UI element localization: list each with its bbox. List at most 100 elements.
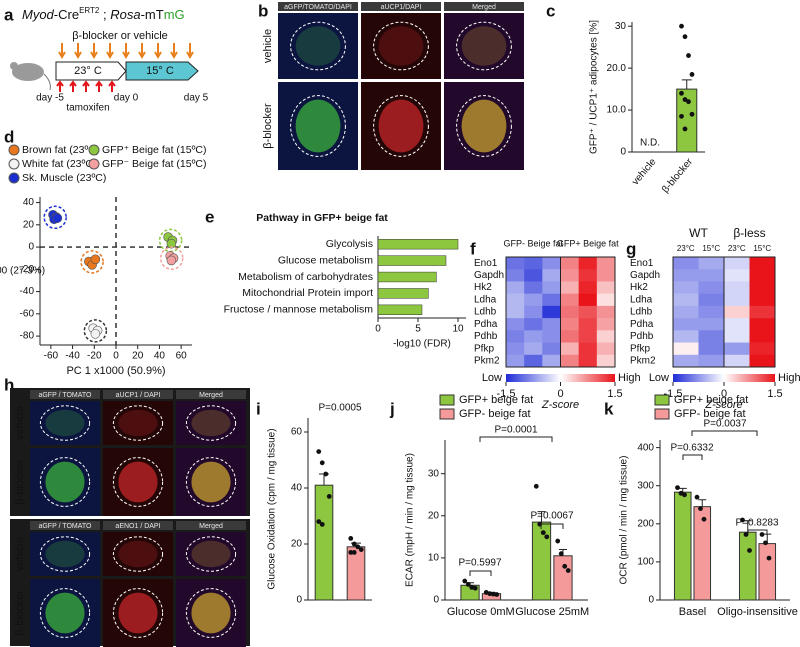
error-bar [678,487,687,493]
legend-label: GFP⁻ Beige fat (15ºC) [102,158,207,170]
heat-cell [673,281,699,294]
bar [553,555,573,601]
legend-label: Brown fat (23ºC) [22,144,99,156]
heat-cell [578,305,598,319]
bar [377,255,447,266]
genotype-part: ERT2 [79,6,100,15]
legend-marker [8,158,20,170]
data-point [686,99,691,105]
heat-cell [560,330,579,343]
heat-cell [542,281,561,294]
tissue-outline [373,95,429,157]
tamoxifen-arrow [56,80,64,92]
tissue-outline [39,405,91,441]
y-tick-label: 20 [291,539,303,550]
column-label: 15°C [702,244,720,253]
cluster-outline [80,250,104,274]
heat-cell [749,342,776,356]
error-bar [537,511,546,523]
column-label: 23°C [677,244,695,253]
data-point [675,485,680,491]
heat-cell [524,354,543,368]
heat-cell [749,354,776,368]
data-point [316,519,322,524]
group-label: WT [689,226,708,240]
row-label: Pfkp [474,343,494,354]
error-bar [698,499,707,507]
micrograph [30,532,100,576]
data-point [462,578,468,584]
data-point [52,213,63,223]
heat-cell [506,305,525,319]
tissue-outline [290,95,346,157]
micrograph [361,13,441,79]
data-point [348,536,354,541]
heat-cell [596,330,616,343]
legend-label: GFP- beige fat [459,408,531,420]
heat-cell [560,305,579,319]
y-tick-label: 400 [637,442,654,453]
heat-cell [596,269,616,282]
heat-cell [673,318,699,331]
y-tick-label: 0 [648,595,654,606]
heat-cell [524,305,543,319]
heat-cell [749,318,776,331]
cluster-outline [83,319,108,343]
data-point [682,126,688,132]
treatment-arrow [186,43,194,59]
annotation: P=0.0001 [494,425,538,436]
significance-bracket [469,570,492,576]
x-tick-label: 0 [375,324,381,335]
data-point [694,494,700,500]
tissue-outline [39,536,91,572]
row-label: Ldha [474,294,497,305]
row-label: Hk2 [630,282,648,293]
heat-cell [506,342,525,356]
significance-bracket [747,529,768,535]
tissue-signal [45,409,85,437]
annotation: P=0.5997 [458,558,502,569]
micrograph [176,532,246,576]
tamoxifen-arrow [82,80,90,92]
data-point [494,592,500,597]
colorbar-title: Z-score [541,399,579,411]
tissue-outline [185,536,237,572]
row-label: β-blocker [14,590,26,636]
data-point [533,483,539,489]
bar [673,491,692,601]
heat-cell [560,318,579,331]
heat-cell [596,281,616,294]
temperature: 15° C [146,65,174,77]
panel-letter: f [470,239,476,258]
temperature: 23° C [74,65,102,77]
heat-cell [749,269,776,282]
legend-label: GFP⁺ Beige fat (15ºC) [102,144,207,156]
annotation: N.D. [640,138,660,149]
row-label: β-blocker [14,459,26,505]
x-tick-label: 20 [132,351,144,362]
heat-cell [749,281,776,294]
image-header [176,390,246,399]
tissue-outline [39,588,91,638]
colorbar-tick-label: 0 [721,388,727,400]
data-point [348,550,354,555]
row-label: Gapdh [630,270,660,281]
image-header [30,390,100,399]
heat-cell [560,354,579,368]
data-point [351,541,357,547]
heat-cell [749,257,776,270]
image-header-label: Merged [199,392,223,399]
x-axis-label: -log10 (FDR) [393,339,451,350]
heat-cell [506,318,525,331]
heat-cell [578,330,598,343]
data-point [743,532,749,537]
tissue-outline [185,588,237,638]
image-header-label: aGFP/TOMATO/DAPI [284,4,352,11]
tissue-signal [118,592,158,634]
annotation: P=0.0067 [530,511,574,522]
treatment-arrow [138,43,146,59]
colorbar-tick-label: 1.5 [767,388,782,400]
panel-letter: j [389,399,395,418]
y-tick-label: -20 [20,264,35,275]
